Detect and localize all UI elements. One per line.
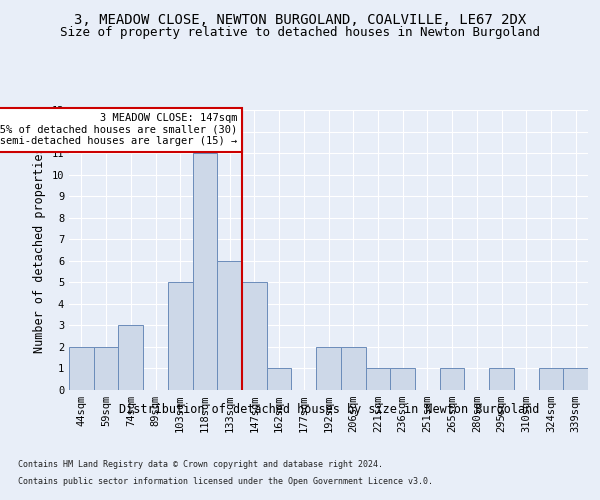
Bar [341, 347, 365, 390]
Bar [168, 282, 193, 390]
Text: Contains public sector information licensed under the Open Government Licence v3: Contains public sector information licen… [18, 477, 433, 486]
Bar [563, 368, 588, 390]
Bar [365, 368, 390, 390]
Bar [267, 368, 292, 390]
Text: 3 MEADOW CLOSE: 147sqm
← 65% of detached houses are smaller (30)
33% of semi-det: 3 MEADOW CLOSE: 147sqm ← 65% of detached… [0, 113, 237, 146]
Text: 3, MEADOW CLOSE, NEWTON BURGOLAND, COALVILLE, LE67 2DX: 3, MEADOW CLOSE, NEWTON BURGOLAND, COALV… [74, 12, 526, 26]
Bar [440, 368, 464, 390]
Bar [390, 368, 415, 390]
Bar [489, 368, 514, 390]
Bar [118, 326, 143, 390]
Y-axis label: Number of detached properties: Number of detached properties [33, 146, 46, 354]
Text: Distribution of detached houses by size in Newton Burgoland: Distribution of detached houses by size … [119, 402, 539, 415]
Text: Contains HM Land Registry data © Crown copyright and database right 2024.: Contains HM Land Registry data © Crown c… [18, 460, 383, 469]
Bar [69, 347, 94, 390]
Bar [217, 261, 242, 390]
Bar [316, 347, 341, 390]
Text: Size of property relative to detached houses in Newton Burgoland: Size of property relative to detached ho… [60, 26, 540, 39]
Bar [539, 368, 563, 390]
Bar [94, 347, 118, 390]
Bar [193, 153, 217, 390]
Bar [242, 282, 267, 390]
